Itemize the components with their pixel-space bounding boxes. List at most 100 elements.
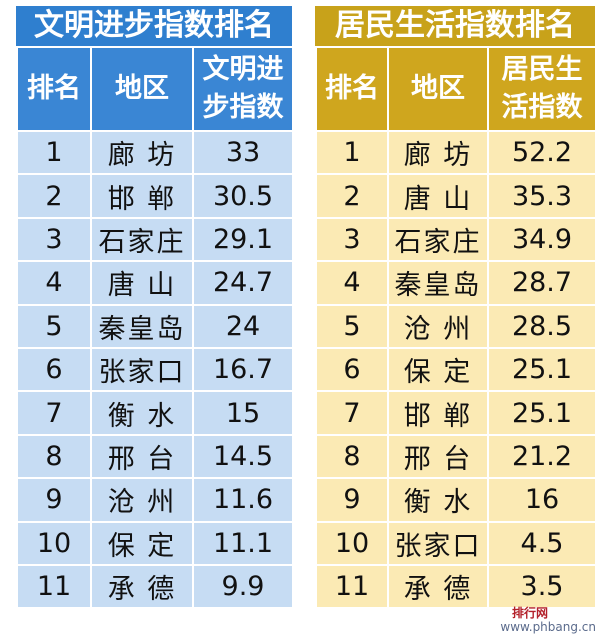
rank-cell: 8 <box>16 433 92 480</box>
rank-cell: 11 <box>315 563 389 610</box>
index-header: 居民生 活指数 <box>487 46 597 132</box>
index-value-cell: 30.5 <box>192 173 294 219</box>
rank-cell: 2 <box>315 173 389 219</box>
index-value-cell: 33 <box>192 129 294 176</box>
table-row: 3 石家庄 34.9 <box>315 216 597 263</box>
region-cell: 唐 山 <box>90 260 194 306</box>
index-value-cell: 25.1 <box>487 346 597 393</box>
rank-cell: 7 <box>315 390 389 436</box>
table-row: 11 承 德 9.9 <box>16 563 294 610</box>
rank-cell: 10 <box>315 520 389 566</box>
index-header-line2: 活指数 <box>501 92 583 123</box>
civilization-ranking-title: 文明进步指数排名 <box>16 6 292 46</box>
living-ranking-title: 居民生活指数排名 <box>315 6 595 46</box>
index-value-cell: 16.7 <box>192 346 294 393</box>
watermark-logo: 排行网 <box>511 606 548 620</box>
rank-cell: 3 <box>16 216 92 263</box>
region-header: 地区 <box>387 46 489 132</box>
header-row: 排名 地区 文明进 步指数 <box>16 46 294 132</box>
rank-cell: 6 <box>315 346 389 393</box>
index-value-cell: 21.2 <box>487 433 597 480</box>
rank-cell: 7 <box>16 390 92 436</box>
index-value-cell: 14.5 <box>192 433 294 480</box>
rank-cell: 1 <box>315 129 389 176</box>
rank-cell: 10 <box>16 520 92 566</box>
table-row: 3 石家庄 29.1 <box>16 216 294 263</box>
index-header: 文明进 步指数 <box>192 46 294 132</box>
rank-cell: 4 <box>16 260 92 306</box>
index-header-line1: 居民生 <box>501 54 583 85</box>
region-cell: 廊 坊 <box>90 129 194 176</box>
index-value-cell: 16 <box>487 477 597 523</box>
region-cell: 承 德 <box>90 563 194 610</box>
rank-cell: 4 <box>315 260 389 306</box>
region-cell: 邯 郸 <box>387 390 489 436</box>
watermark-url: www.phbang.cn <box>500 620 596 634</box>
region-cell: 衡 水 <box>90 390 194 436</box>
index-value-cell: 3.5 <box>487 563 597 610</box>
table-row: 4 秦皇岛 28.7 <box>315 260 597 306</box>
index-value-cell: 11.1 <box>192 520 294 566</box>
index-value-cell: 25.1 <box>487 390 597 436</box>
region-cell: 张家口 <box>387 520 489 566</box>
region-cell: 邢 台 <box>387 433 489 480</box>
rank-header: 排名 <box>16 46 92 132</box>
region-cell: 邢 台 <box>90 433 194 480</box>
table-row: 6 张家口 16.7 <box>16 346 294 393</box>
index-value-cell: 29.1 <box>192 216 294 263</box>
rank-cell: 11 <box>16 563 92 610</box>
region-header: 地区 <box>90 46 194 132</box>
table-row: 11 承 德 3.5 <box>315 563 597 610</box>
table-row: 10 保 定 11.1 <box>16 520 294 566</box>
index-header-line2: 步指数 <box>202 92 284 123</box>
region-cell: 廊 坊 <box>387 129 489 176</box>
rank-header: 排名 <box>315 46 389 132</box>
region-cell: 保 定 <box>90 520 194 566</box>
index-value-cell: 15 <box>192 390 294 436</box>
rank-cell: 9 <box>16 477 92 523</box>
index-value-cell: 24 <box>192 303 294 349</box>
region-cell: 沧 州 <box>90 477 194 523</box>
index-value-cell: 24.7 <box>192 260 294 306</box>
region-cell: 保 定 <box>387 346 489 393</box>
region-cell: 承 德 <box>387 563 489 610</box>
region-cell: 唐 山 <box>387 173 489 219</box>
index-value-cell: 9.9 <box>192 563 294 610</box>
rank-cell: 3 <box>315 216 389 263</box>
region-cell: 衡 水 <box>387 477 489 523</box>
rank-cell: 9 <box>315 477 389 523</box>
region-cell: 邯 郸 <box>90 173 194 219</box>
index-value-cell: 28.7 <box>487 260 597 306</box>
rank-cell: 5 <box>315 303 389 349</box>
header-row: 排名 地区 居民生 活指数 <box>315 46 597 132</box>
region-cell: 秦皇岛 <box>90 303 194 349</box>
rank-cell: 2 <box>16 173 92 219</box>
table-row: 10 张家口 4.5 <box>315 520 597 566</box>
region-cell: 石家庄 <box>387 216 489 263</box>
region-cell: 石家庄 <box>90 216 194 263</box>
rank-cell: 5 <box>16 303 92 349</box>
table-row: 5 秦皇岛 24 <box>16 303 294 349</box>
rank-cell: 1 <box>16 129 92 176</box>
rank-cell: 6 <box>16 346 92 393</box>
index-value-cell: 28.5 <box>487 303 597 349</box>
region-cell: 秦皇岛 <box>387 260 489 306</box>
index-value-cell: 34.9 <box>487 216 597 263</box>
index-value-cell: 4.5 <box>487 520 597 566</box>
